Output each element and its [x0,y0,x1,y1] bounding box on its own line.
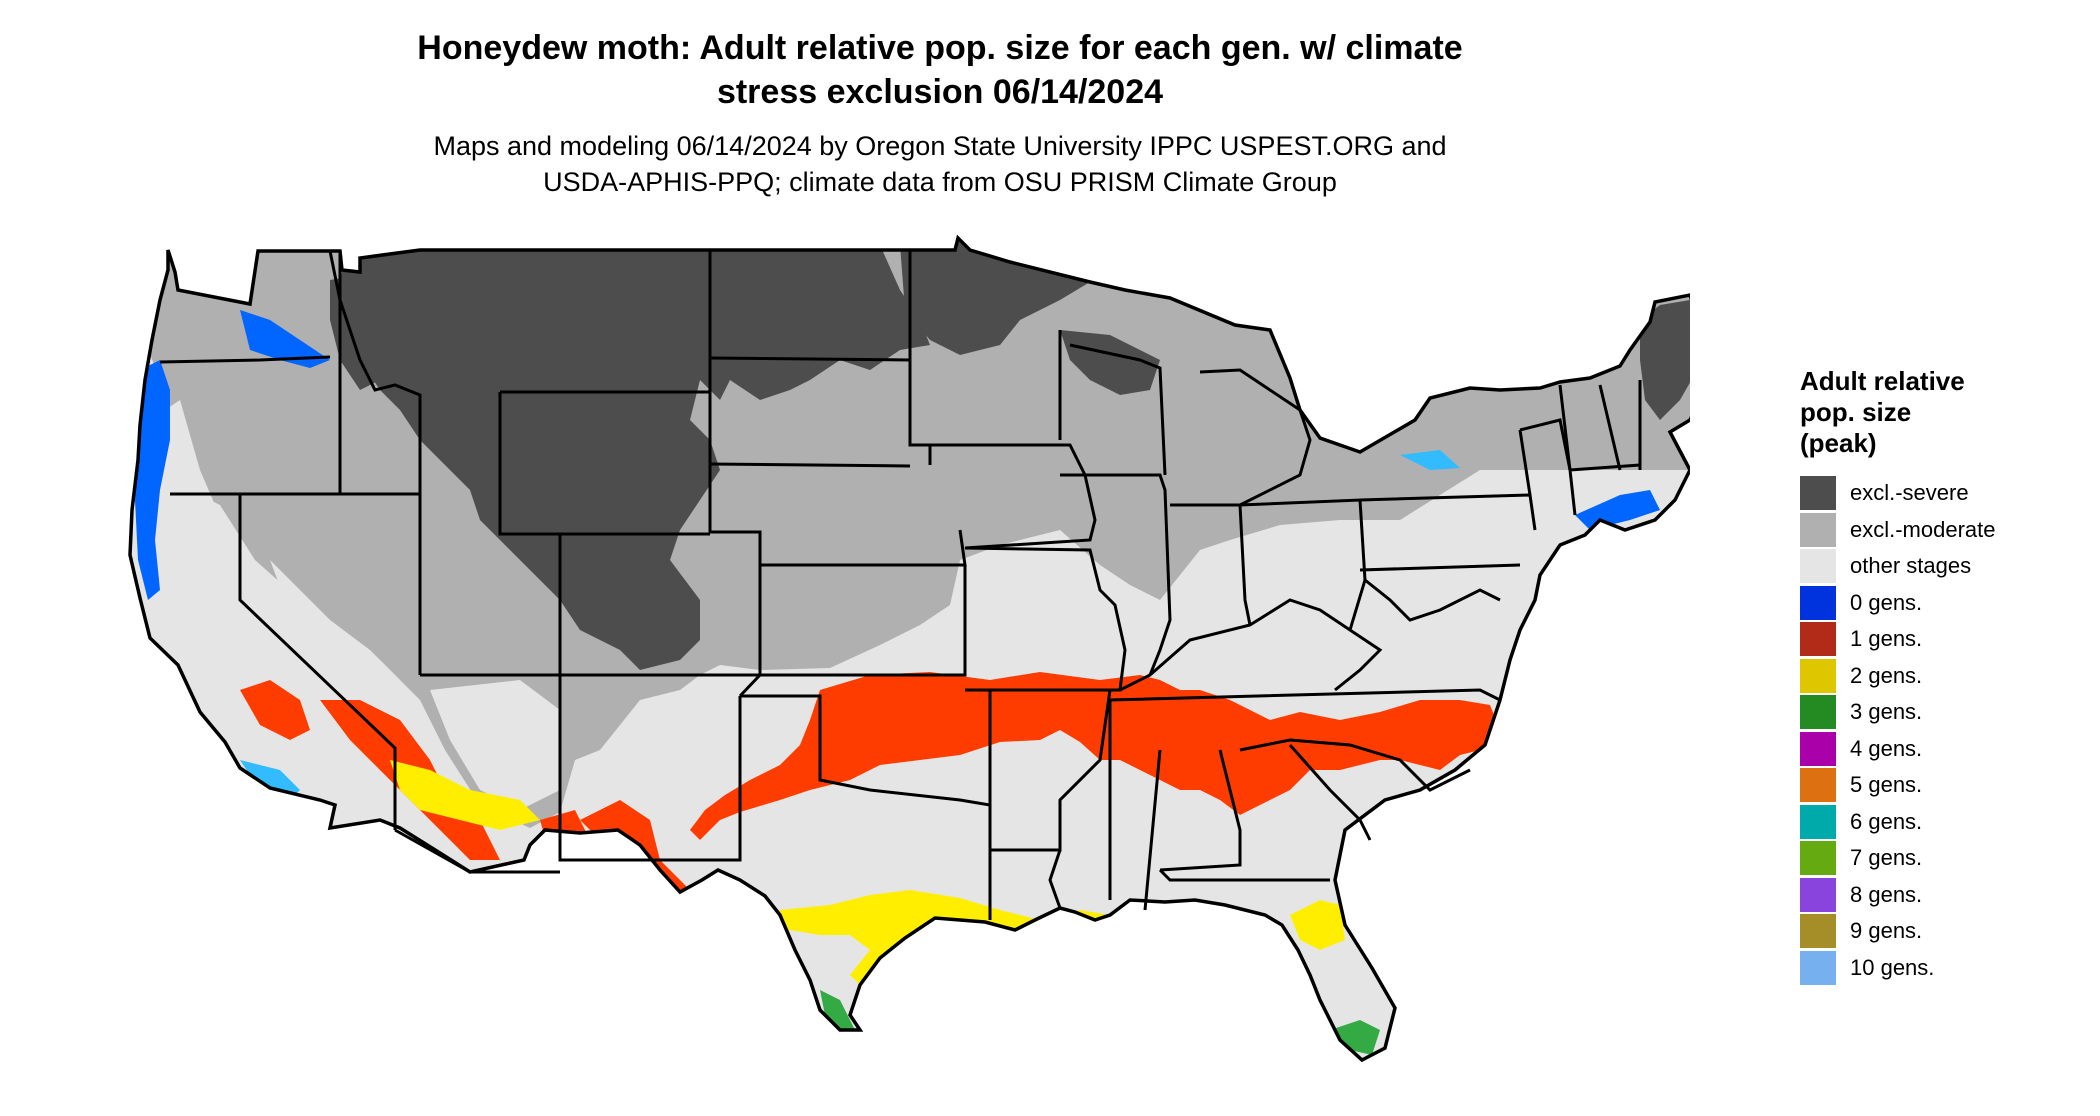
boundary-ia [910,443,1097,550]
legend-label: 3 gens. [1850,699,1923,725]
boundary-wi-mi [1058,330,1167,476]
boundary-wy-west [498,392,710,536]
other-stages-patch-west [150,400,320,690]
legend-swatch [1800,914,1836,949]
map-title-line2: stress exclusion 06/14/2024 [716,73,1164,111]
one-gen-region-california [240,680,310,740]
legend-items: excl.-severe excl.-moderate other stages 0 … [1800,475,2090,986]
other-stages-patch-southwest [430,680,560,810]
legend-swatch [1800,512,1836,547]
legend-item: 5 gens. [1800,767,2090,804]
two-gens-region-arizona [390,760,540,830]
legend-item: 0 gens. [1800,585,2090,622]
legend-label: excl.-moderate [1850,516,1996,542]
legend: Adult relative pop. size (peak) excl.-se… [1800,366,2090,986]
severe-exclusion-region-minnesota [900,240,1090,355]
map-subtitle: Maps and modeling 06/14/2024 by Oregon S… [300,128,1580,200]
boundary-in-oh [1170,498,1367,631]
legend-label: 5 gens. [1850,772,1923,798]
boundary-dakotas [709,356,911,468]
boundary-ga-fl [1158,868,1330,882]
boundary-wa-or [159,355,331,364]
map-title: Honeydew moth: Adult relative pop. size … [300,26,1580,114]
boundary-la [988,849,1062,920]
boundary-ky [1119,598,1383,692]
legend-item: 8 gens. [1800,877,2090,914]
legend-swatch [1800,841,1836,876]
zero-gens-region-pacific-coast [135,360,170,600]
legend-item: excl.-moderate [1800,512,2090,549]
one-gen-region-southern-band [690,672,1500,840]
map-subtitle-line1: Maps and modeling 06/14/2024 by Oregon S… [433,131,1447,161]
legend-item: 1 gens. [1800,621,2090,658]
legend-item: 9 gens. [1800,913,2090,950]
boundary-nc-sc [1239,738,1471,792]
legend-item: 7 gens. [1800,840,2090,877]
zero-gens-region-great-lakes [1400,450,1460,470]
three-gens-region-south-texas [820,990,855,1030]
legend-label: 7 gens. [1850,845,1923,871]
boundary-ne-ks [710,529,967,567]
us-map [128,236,1690,1062]
state-boundaries [159,250,1642,920]
legend-swatch [1800,585,1836,620]
other-stages-patch-nevada [270,560,400,700]
two-gens-region-florida [1290,900,1345,950]
legend-title-line1: Adult relative [1800,366,1965,396]
legend-swatch [1800,950,1836,985]
zero-gens-region-cascades [240,310,330,368]
legend-swatch [1800,731,1836,766]
legend-item: other stages [1800,548,2090,585]
legend-swatch [1800,549,1836,584]
legend-swatch [1800,622,1836,657]
map-title-line1: Honeydew moth: Adult relative pop. size … [417,29,1463,67]
legend-item: 6 gens. [1800,804,2090,841]
zero-gens-region-massachusetts [1575,490,1660,530]
boundary-vt-nh [1558,380,1642,471]
legend-label: 10 gens. [1850,954,1935,980]
boundary-ks-ok [738,565,967,698]
legend-swatch [1800,476,1836,511]
three-gens-region-south-florida [1330,1020,1380,1055]
legend-item: 4 gens. [1800,731,2090,768]
map-subtitle-line2: USDA-APHIS-PPQ; climate data from OSU PR… [543,167,1337,197]
legend-title-line2: pop. size [1800,397,1912,427]
legend-item: 3 gens. [1800,694,2090,731]
legend-label: 8 gens. [1850,881,1923,907]
boundary-mo [964,546,1127,692]
legend-label: 4 gens. [1850,735,1923,761]
severe-exclusion-region-maine [1640,300,1690,420]
boundary-wv-va [1364,578,1501,622]
boundary-il [1060,473,1172,676]
legend-item: excl.-severe [1800,475,2090,512]
legend-swatch [1800,768,1836,803]
severe-exclusion-region-idaho [330,275,390,390]
legend-label: excl.-severe [1850,480,1969,506]
legend-label: 1 gens. [1850,626,1923,652]
legend-label: 6 gens. [1850,808,1923,834]
boundary-ca-nv [170,492,397,830]
legend-title-line3: (peak) [1800,428,1877,458]
legend-swatch [1800,804,1836,839]
severe-exclusion-region-wisconsin [1060,330,1160,395]
severe-exclusion-region-rockies [340,240,930,670]
legend-swatch [1800,877,1836,912]
boundary-mt-id [328,250,422,494]
legend-label: 9 gens. [1850,918,1923,944]
legend-swatch [1800,695,1836,730]
boundary-sc-ga [1288,744,1372,841]
legend-item: 10 gens. [1800,950,2090,987]
boundary-mi-lower [1199,368,1312,507]
legend-item: 2 gens. [1800,658,2090,695]
boundary-ms-al [1108,749,1242,911]
legend-swatch [1800,658,1836,693]
legend-label: 2 gens. [1850,662,1923,688]
legend-label: other stages [1850,553,1972,579]
legend-label: 0 gens. [1850,589,1923,615]
boundary-tn [1108,688,1501,750]
boundary-ny-ne [1518,418,1641,516]
legend-title: Adult relative pop. size (peak) [1800,366,2090,459]
